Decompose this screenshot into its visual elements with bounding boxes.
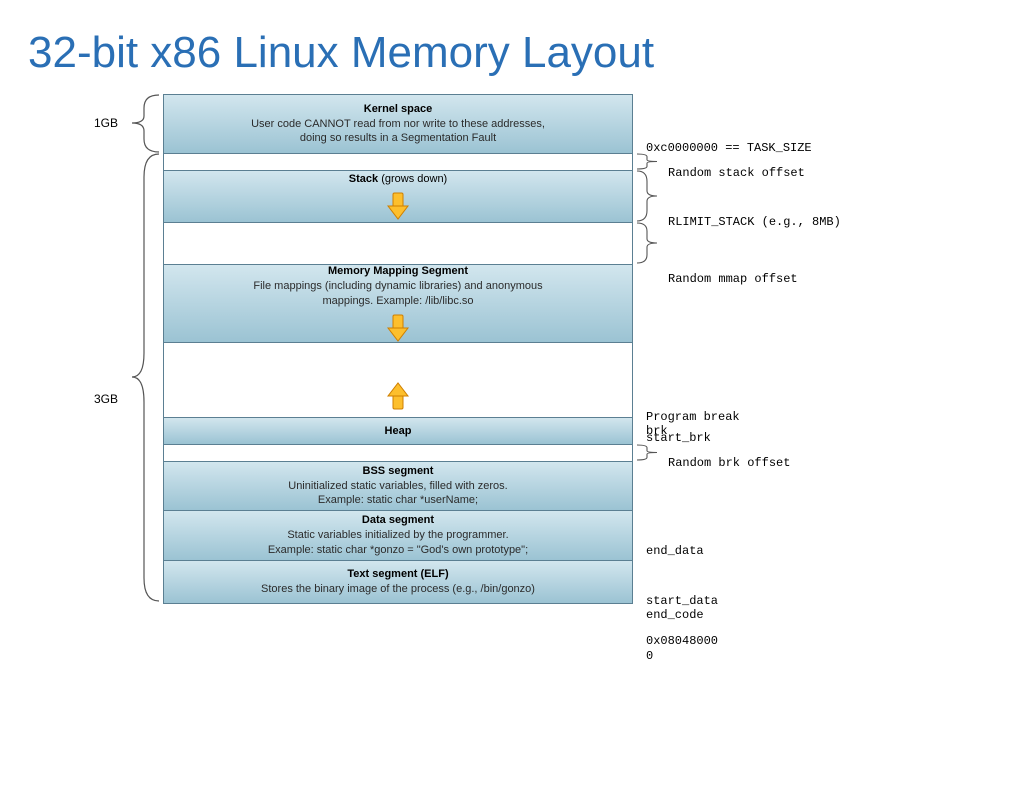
- segment-gap1: [164, 154, 632, 171]
- brace-3gb: [126, 153, 160, 602]
- segment-title: Kernel space: [364, 102, 432, 117]
- arrow-down-icon: [384, 191, 412, 221]
- segment-gap4: [164, 445, 632, 462]
- right-annotation: RLIMIT_STACK (e.g., 8MB): [668, 215, 841, 229]
- segment-subtext: mappings. Example: /lib/libc.so: [322, 294, 473, 309]
- segment-stack: Stack (grows down): [164, 171, 632, 223]
- brace-right-icon: [636, 170, 660, 222]
- brace-right-icon: [636, 153, 660, 170]
- right-annotation: 0: [646, 649, 653, 663]
- right-annotation: Random brk offset: [668, 456, 790, 470]
- segment-text: Text segment (ELF)Stores the binary imag…: [164, 561, 632, 603]
- segment-bss: BSS segmentUninitialized static variable…: [164, 462, 632, 511]
- segment-title: Stack (grows down): [349, 172, 447, 187]
- segment-subtext: Uninitialized static variables, filled w…: [288, 479, 507, 494]
- arrow-down-icon: [384, 313, 412, 343]
- arrow-up-icon: [384, 381, 412, 411]
- label-3gb: 3GB: [94, 392, 118, 406]
- segment-heap: Heap: [164, 418, 632, 445]
- right-annotation: 0xc0000000 == TASK_SIZE: [646, 141, 812, 155]
- brace-right-icon: [636, 222, 660, 264]
- brace-1gb: [126, 94, 160, 153]
- segment-title: Memory Mapping Segment: [328, 264, 468, 279]
- segment-subtext: Stores the binary image of the process (…: [261, 582, 535, 597]
- segment-gap3: [164, 343, 632, 418]
- segment-data: Data segmentStatic variables initialized…: [164, 511, 632, 561]
- right-annotation: start_brk: [646, 431, 711, 445]
- segment-subtext: Example: static char *gonzo = "God's own…: [268, 543, 528, 558]
- memory-column: Kernel spaceUser code CANNOT read from n…: [163, 94, 633, 604]
- segment-subtext: doing so results in a Segmentation Fault: [300, 131, 496, 146]
- segment-title: Text segment (ELF): [347, 567, 448, 582]
- segment-subtext: Example: static char *userName;: [318, 493, 478, 508]
- right-annotation: start_dataend_code: [646, 594, 718, 622]
- right-annotation: 0x08048000: [646, 634, 718, 648]
- segment-title: Heap: [385, 424, 412, 439]
- label-1gb: 1GB: [94, 116, 118, 130]
- segment-subtext: Static variables initialized by the prog…: [287, 528, 508, 543]
- segment-title: Data segment: [362, 513, 434, 528]
- right-annotation: Random mmap offset: [668, 272, 798, 286]
- segment-kernel: Kernel spaceUser code CANNOT read from n…: [164, 95, 632, 154]
- segment-title: BSS segment: [363, 464, 434, 479]
- segment-subtext: User code CANNOT read from nor write to …: [251, 117, 545, 132]
- right-annotation: end_data: [646, 544, 704, 558]
- segment-subtext: File mappings (including dynamic librari…: [253, 279, 542, 294]
- memory-layout-diagram: 1GB 3GB Kernel spaceUser code CANNOT rea…: [28, 94, 988, 724]
- right-annotation: Random stack offset: [668, 166, 805, 180]
- segment-gap2: [164, 223, 632, 265]
- brace-right-icon: [636, 444, 660, 461]
- segment-mmap: Memory Mapping SegmentFile mappings (inc…: [164, 265, 632, 343]
- page-title: 32-bit x86 Linux Memory Layout: [28, 28, 1024, 78]
